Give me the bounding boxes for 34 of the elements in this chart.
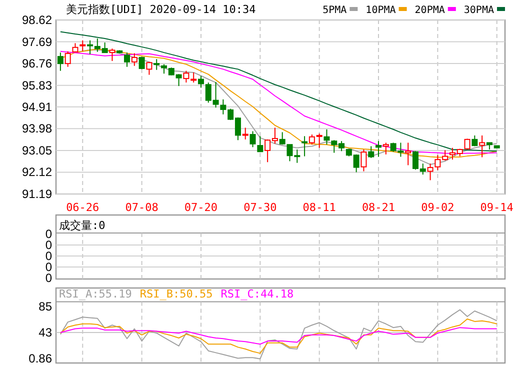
y-tick-label: 94.91 — [22, 100, 52, 114]
x-tick-label: 08-21 — [362, 201, 396, 214]
y-tick-label: 92.12 — [22, 165, 52, 180]
text: 0 — [45, 271, 52, 285]
x-tick-label: 08-11 — [302, 201, 336, 214]
text: 成交量:0 — [59, 219, 106, 232]
x-tick-label: 06-26 — [66, 201, 100, 214]
x-tick-label: 09-14 — [480, 201, 514, 214]
text: 0 — [45, 249, 52, 263]
text: RSI_A:55.19 — [59, 288, 132, 301]
y-tick-label: 0.86 — [28, 351, 52, 365]
y-tick-label: 93.05 — [22, 143, 52, 158]
legend-label: 20PMA — [414, 5, 445, 16]
y-tick-label: 43 — [38, 325, 52, 340]
text: RSI_C:44.18 — [220, 288, 294, 301]
y-tick-label: 96.76 — [22, 56, 52, 71]
legend-label: 5PMA — [322, 5, 347, 16]
y-tick-label: 93.98 — [22, 122, 52, 136]
text: RSI_B:50.55 — [140, 288, 213, 301]
x-tick-label: 09-02 — [421, 201, 454, 214]
x-tick-label: 07-20 — [184, 201, 218, 214]
x-tick-label: 07-08 — [125, 201, 158, 214]
y-tick-label: 97.69 — [22, 34, 52, 49]
y-tick-label: 91.19 — [22, 187, 52, 201]
y-tick-label: 95.83 — [22, 78, 52, 92]
chart-title: 美元指数[UDI] 2020-09-14 10:34 — [66, 3, 256, 16]
x-tick-label: 07-30 — [244, 201, 277, 214]
legend-label: 10PMA — [366, 5, 396, 16]
y-tick-label: 98.62 — [22, 13, 52, 27]
y-tick-label: 85 — [38, 300, 52, 314]
text: 0 — [45, 238, 52, 252]
text: 0 — [45, 260, 52, 274]
legend-label: 30PMA — [464, 5, 494, 16]
text: 0 — [45, 227, 52, 241]
